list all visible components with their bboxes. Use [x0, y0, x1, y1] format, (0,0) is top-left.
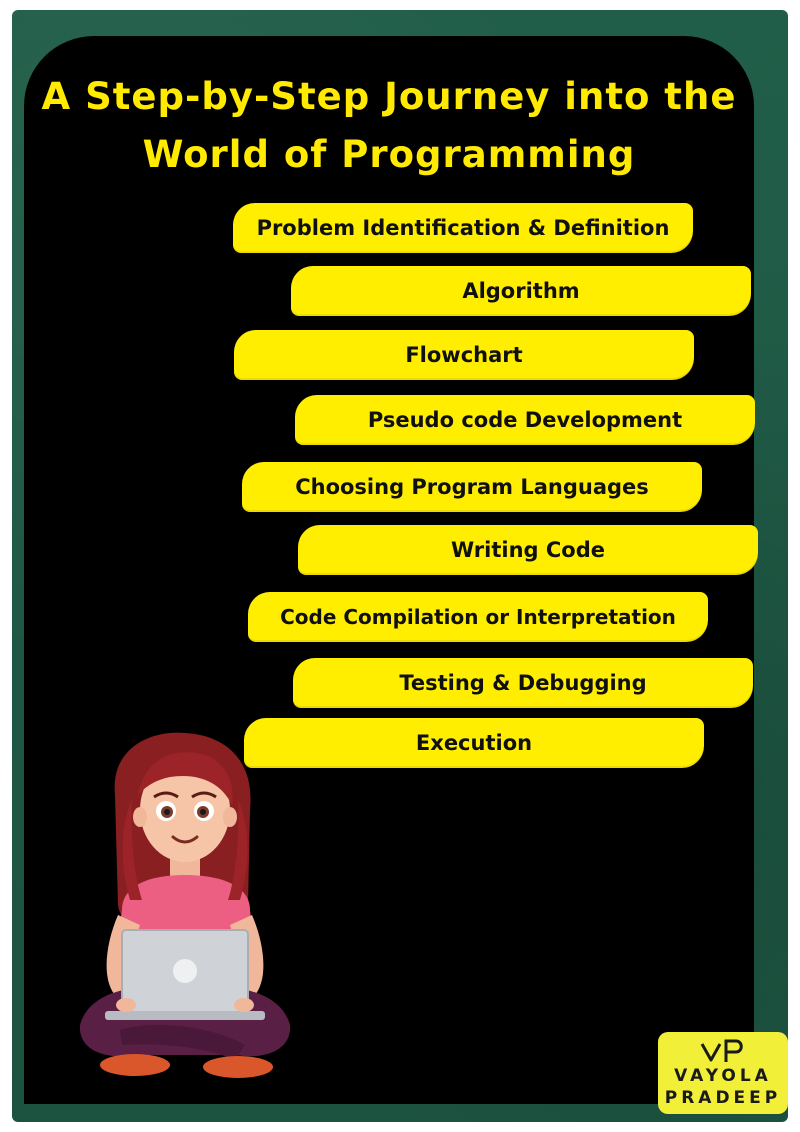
step-code-compilation: Code Compilation or Interpretation — [248, 592, 708, 642]
step-writing-code: Writing Code — [298, 525, 758, 575]
title-line-1: A Step-by-Step Journey into the — [41, 75, 737, 118]
vp-logo: VAYOLA PRADEEP — [658, 1032, 788, 1114]
logo-line-1: VAYOLA — [674, 1066, 772, 1086]
vp-logo-icon — [700, 1039, 743, 1062]
step-execution: Execution — [244, 718, 704, 768]
step-problem-identification: Problem Identification & Definition — [233, 203, 693, 253]
logo-line-2: PRADEEP — [664, 1088, 782, 1108]
step-choosing-languages: Choosing Program Languages — [242, 462, 702, 512]
step-testing-debugging: Testing & Debugging — [293, 658, 753, 708]
girl-with-laptop-icon — [79, 732, 291, 1078]
step-flowchart: Flowchart — [234, 330, 694, 380]
step-algorithm: Algorithm — [291, 266, 751, 316]
title-line-2: World of Programming — [142, 133, 636, 176]
step-pseudo-code: Pseudo code Development — [295, 395, 755, 445]
page-title: A Step-by-Step Journey into the World of… — [24, 68, 754, 184]
